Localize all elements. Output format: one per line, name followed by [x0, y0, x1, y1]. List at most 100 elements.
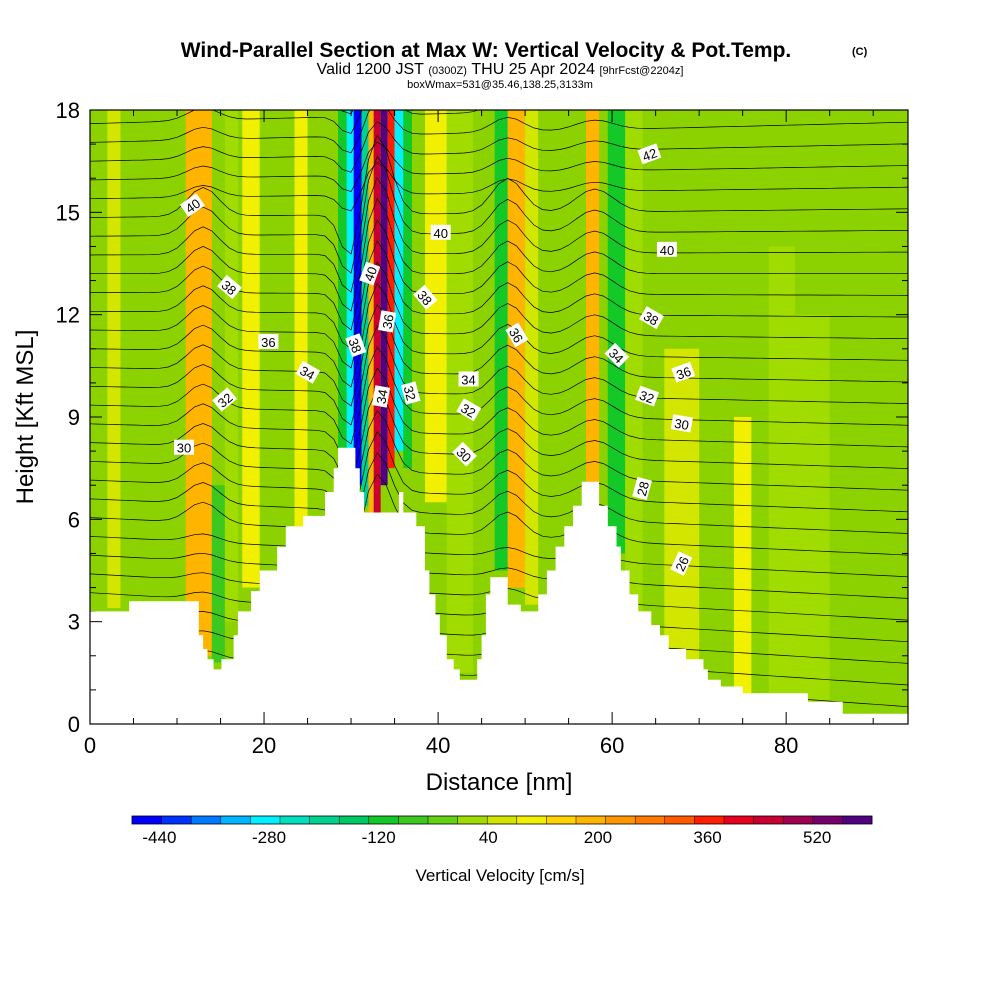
velocity-band [586, 110, 600, 486]
theta-contour-line [90, 325, 908, 426]
velocity-band [664, 348, 700, 690]
velocity-band [294, 110, 308, 527]
theta-contour-line [90, 452, 908, 540]
valid-date: THU 25 Apr 2024 [471, 61, 595, 78]
theta-contour-label: 32 [635, 385, 660, 407]
theta-contour-label: 40 [430, 224, 451, 241]
colorbar-swatch [309, 816, 340, 824]
theta-contour-label: 32 [456, 398, 482, 422]
velocity-band [768, 246, 795, 697]
theta-contour-label: 26 [670, 551, 693, 576]
theta-contour-line [90, 240, 908, 350]
theta-contour-label: 34 [295, 360, 321, 384]
colorbar-swatch [132, 816, 162, 824]
x-tick-label: 60 [600, 733, 624, 758]
theta-contour-line [90, 155, 908, 274]
theta-contour-label: 34 [458, 371, 479, 387]
forecast-info: [9hrFcst@2204z] [599, 65, 683, 77]
theta-contour-label: 38 [639, 306, 664, 330]
y-tick-label: 18 [56, 98, 80, 123]
svg-text:30: 30 [673, 416, 690, 433]
theta-contour-line [90, 261, 908, 369]
svg-text:36: 36 [674, 364, 693, 383]
colorbar-tick-label: -120 [362, 828, 396, 847]
velocity-band [494, 110, 508, 571]
theta-contour-label: 40 [179, 193, 205, 217]
svg-text:38: 38 [641, 308, 661, 328]
velocity-band [224, 110, 238, 622]
box-info: boxWmax=531@35.46,138.25,3133m [407, 79, 593, 91]
velocity-band [353, 110, 362, 486]
colorbar-tick-label: 200 [584, 828, 612, 847]
svg-text:30: 30 [177, 441, 191, 456]
colorbar-swatch [812, 816, 843, 824]
theta-contour-label: 36 [505, 322, 529, 348]
colorbar-swatch [753, 816, 784, 824]
colorbar-swatch [339, 816, 370, 824]
theta-contour-line [90, 409, 908, 502]
colorbar-swatch [487, 816, 518, 824]
theta-contour-label: 34 [604, 342, 630, 368]
chart-subtitle: Valid 1200 JST (0300Z) THU 25 Apr 2024 [… [317, 61, 684, 78]
colorbar-swatch [398, 816, 429, 824]
x-tick-label: 40 [426, 733, 450, 758]
chart-title-suffix: (C) [852, 46, 868, 58]
theta-contour-line [90, 110, 908, 154]
theta-contour-label: 30 [173, 439, 194, 456]
theta-contour-line [90, 121, 908, 173]
x-axis-title: Distance [nm] [426, 769, 573, 796]
svg-text:34: 34 [297, 363, 317, 383]
valid-time: Valid 1200 JST [317, 61, 425, 78]
svg-text:42: 42 [640, 145, 659, 164]
velocity-band [425, 110, 447, 503]
svg-text:36: 36 [506, 325, 526, 345]
velocity-band [625, 110, 643, 622]
velocity-band [403, 110, 412, 469]
theta-contour-line [90, 141, 908, 193]
svg-text:36: 36 [261, 335, 275, 350]
velocity-band [607, 110, 626, 554]
colorbar-swatch [605, 816, 636, 824]
theta-contour-label: 38 [413, 284, 438, 310]
velocity-band [242, 110, 260, 588]
y-tick-label: 9 [68, 405, 80, 430]
velocity-band [507, 110, 526, 588]
theta-contour-line [90, 303, 908, 407]
colorbar-swatch [280, 816, 310, 824]
theta-contour-label: 38 [345, 333, 367, 358]
svg-text:34: 34 [373, 388, 390, 405]
svg-text:40: 40 [183, 196, 203, 217]
colorbar-swatch [783, 816, 814, 824]
svg-text:32: 32 [458, 400, 478, 420]
x-tick-label: 80 [774, 733, 798, 758]
colorbar-tick-label: -440 [142, 828, 176, 847]
theta-contour-line [90, 528, 908, 578]
theta-contour-label: 30 [670, 414, 693, 433]
svg-text:32: 32 [401, 384, 419, 402]
theta-contour-line [90, 282, 908, 388]
velocity-band [211, 485, 225, 663]
theta-contour-label: 40 [359, 261, 381, 286]
theta-contour-line [90, 176, 908, 293]
svg-text:40: 40 [361, 265, 380, 284]
y-axis-title: Height [Kft MSL] [12, 330, 39, 505]
colorbar-tick-label: 360 [693, 828, 721, 847]
theta-contour-label: 30 [452, 441, 477, 467]
valid-zulu: (0300Z) [428, 65, 467, 77]
velocity-band [733, 417, 752, 697]
theta-contour-line [90, 110, 552, 134]
velocity-band [107, 110, 121, 609]
theta-contour-label: 32 [212, 387, 238, 412]
colorbar-swatch [546, 816, 577, 824]
theta-contour-line [90, 431, 908, 521]
colorbar-swatch [635, 816, 666, 824]
colorbar: -440 -280 -120 40 200 360 520 [131, 815, 873, 847]
theta-contour-label: 28 [632, 476, 652, 501]
velocity-band [346, 110, 354, 458]
theta-contour-label: 38 [217, 274, 243, 300]
velocity-band [387, 110, 395, 469]
colorbar-tick-label: 40 [479, 828, 498, 847]
velocity-band [525, 110, 539, 605]
theta-contour-line [90, 161, 908, 212]
